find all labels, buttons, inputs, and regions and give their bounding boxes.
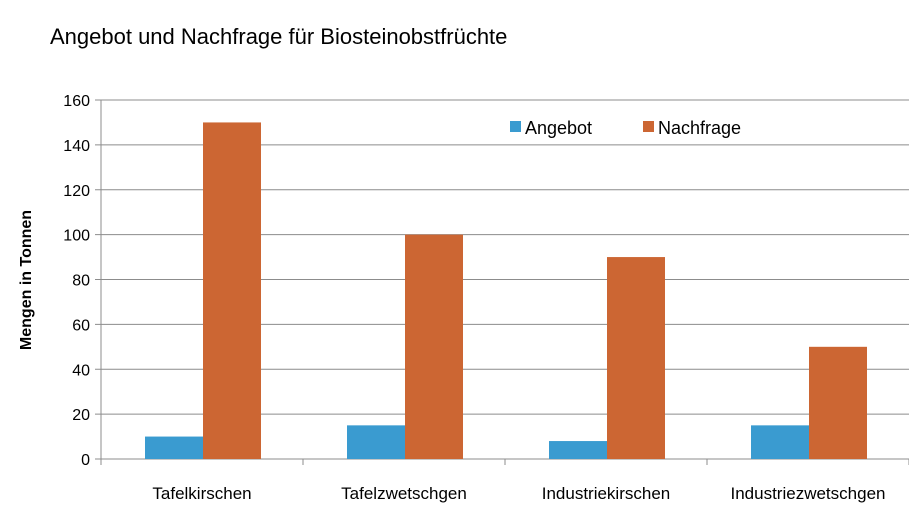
y-tick-label: 140 bbox=[63, 138, 90, 155]
bar-nachfrage-tafelkirschen bbox=[203, 122, 261, 459]
y-tick-label: 80 bbox=[72, 273, 90, 290]
legend-label-nachfrage: Nachfrage bbox=[658, 118, 741, 138]
y-tick-label: 100 bbox=[63, 228, 90, 245]
x-tick-label: Tafelzwetschgen bbox=[341, 484, 467, 503]
legend-label-angebot: Angebot bbox=[525, 118, 592, 138]
bar-nachfrage-industriezwetschgen bbox=[809, 346, 867, 459]
y-axis-label: Mengen in Tonnen bbox=[18, 210, 35, 350]
y-tick-labels: 0 20 40 60 80 100 120 140 160 bbox=[63, 93, 90, 469]
bar-nachfrage-industriekirschen bbox=[607, 257, 665, 459]
legend-swatch-nachfrage bbox=[643, 121, 654, 132]
x-tick-labels: Tafelkirschen Tafelzwetschgen Industriekir… bbox=[152, 484, 885, 503]
x-tick-label: Industriezwetschgen bbox=[731, 484, 886, 503]
y-tick-label: 60 bbox=[72, 317, 90, 334]
legend: Angebot Nachfrage bbox=[510, 118, 741, 138]
bar-angebot-industriezwetschgen bbox=[751, 425, 809, 459]
legend-swatch-angebot bbox=[510, 121, 521, 132]
y-tick-label: 160 bbox=[63, 93, 90, 110]
bar-angebot-industriekirschen bbox=[549, 441, 607, 459]
x-tick-label: Industriekirschen bbox=[542, 484, 671, 503]
y-tick-label: 0 bbox=[81, 452, 90, 469]
x-tick-label: Tafelkirschen bbox=[152, 484, 251, 503]
y-tick-label: 40 bbox=[72, 362, 90, 379]
bar-angebot-tafelkirschen bbox=[145, 436, 203, 459]
chart-title: Angebot und Nachfrage für Biosteinobstfr… bbox=[50, 24, 508, 49]
y-tick-label: 120 bbox=[63, 183, 90, 200]
y-tick-label: 20 bbox=[72, 407, 90, 424]
bars bbox=[145, 122, 867, 459]
bar-nachfrage-tafelzwetschgen bbox=[405, 234, 463, 459]
bar-angebot-tafelzwetschgen bbox=[347, 425, 405, 459]
